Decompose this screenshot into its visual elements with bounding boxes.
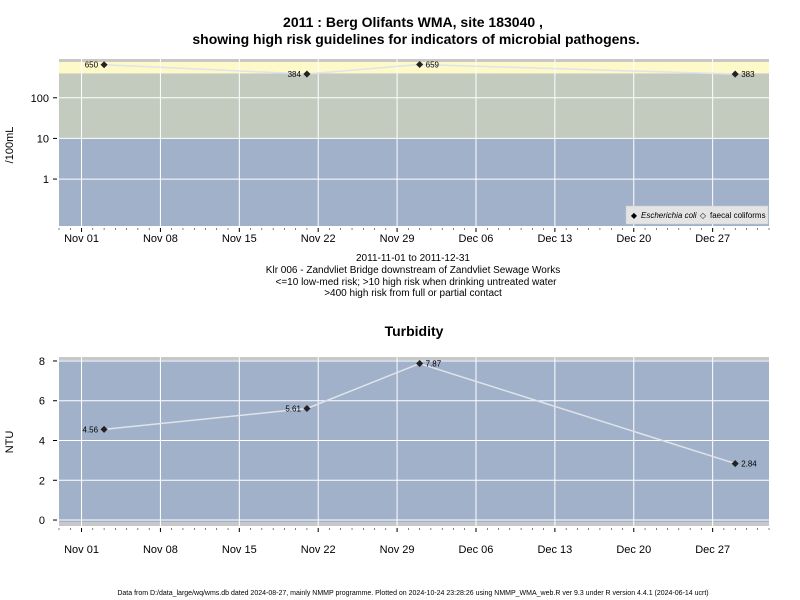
x-axis-ticks: Nov 01 Nov 08 Nov 15 Nov 22 Nov 29 Dec 06 Dec … <box>58 528 770 556</box>
risk-band-1 <box>59 73 769 139</box>
y-tick-label: 10 <box>37 133 49 145</box>
y-tick-label: 1 <box>43 174 49 186</box>
ecoli-point <box>416 60 424 69</box>
x-tick-label: Dec 13 <box>537 544 572 556</box>
turbidity-data-label: 2.84 <box>741 460 757 469</box>
caption-line-site: Klr 006 - Zandvliet Bridge downstream of… <box>266 265 560 276</box>
x-tick-label: Nov 22 <box>301 544 336 556</box>
y-tick-label: 6 <box>39 396 45 408</box>
x-tick-label: Dec 27 <box>695 233 730 245</box>
turbidity-data-label: 7.87 <box>426 360 442 369</box>
grid-lines <box>59 59 769 226</box>
legend: ◆ Escherichia coli ◇ faecal coliforms <box>625 205 769 225</box>
y-axis-label: /100mL <box>4 127 16 164</box>
x-tick-label: Nov 08 <box>143 233 178 245</box>
y-tick-label: 0 <box>39 515 45 527</box>
footer-note: Data from D:/data_large/wq/wms.db dated … <box>117 590 708 597</box>
x-tick-label: Nov 01 <box>64 233 99 245</box>
turbidity-point <box>100 425 108 433</box>
y-axis-label-ntu: NTU <box>4 431 16 454</box>
y-tick-label: 100 <box>31 93 49 105</box>
y-axis-ticks: 0 2 4 6 8 <box>39 356 57 527</box>
x-tick-label: Dec 27 <box>695 544 730 556</box>
x-tick-label: Nov 22 <box>301 233 336 245</box>
x-tick-label: Dec 20 <box>616 544 651 556</box>
turbidity-point <box>416 360 424 368</box>
x-tick-label: Nov 15 <box>222 544 257 556</box>
y-axis-ticks: 1 10 100 <box>31 93 57 186</box>
caption-line-dates: 2011-11-01 to 2011-12-31 <box>356 253 470 264</box>
ecoli-line <box>104 63 736 75</box>
caption-line-risk1: <=10 low-med risk; >10 high risk when dr… <box>276 277 558 288</box>
x-tick-label: Nov 29 <box>380 544 415 556</box>
y-tick-label: 4 <box>39 436 45 448</box>
x-tick-label: Nov 29 <box>380 233 415 245</box>
chart-title-line1: 2011 : Berg Olifants WMA, site 183040 , <box>283 14 543 30</box>
legend-label-ecoli: Escherichia coli <box>641 211 697 220</box>
data-line <box>104 362 736 465</box>
data-points: 4.56 5.61 7.87 2.84 <box>83 360 758 469</box>
x-tick-label: Dec 06 <box>459 233 494 245</box>
chart-title-line2: showing high risk guidelines for indicat… <box>192 31 639 47</box>
plot-background <box>59 357 769 526</box>
x-axis-ticks: Nov 01 Nov 08 Nov 15 Nov 22 Nov 29 Dec 06 Dec … <box>58 228 770 245</box>
legend-label-faecal: faecal coliforms <box>710 211 766 220</box>
turbidity-point <box>731 460 739 468</box>
data-line <box>104 63 736 75</box>
ecoli-point <box>303 70 311 78</box>
top-strip <box>59 59 769 62</box>
x-tick-label: Nov 15 <box>222 233 257 245</box>
turbidity-plot-area <box>59 357 769 526</box>
turbidity-data-label: 5.61 <box>285 404 301 413</box>
turbidity-panel: 4.56 5.61 7.87 2.84 0 2 4 6 8 Nov 01 Nov 08 Nov 1… <box>4 356 770 556</box>
x-tick-label: Dec 06 <box>459 544 494 556</box>
legend-box <box>625 205 769 225</box>
ecoli-data-label: 383 <box>741 70 755 79</box>
bottom-bottom-strip <box>59 522 769 526</box>
x-tick-label: Dec 20 <box>616 233 651 245</box>
ecoli-data-label: 659 <box>426 61 440 70</box>
bottom-top-strip <box>59 357 769 360</box>
caption-line-risk2: >400 high risk from full or partial cont… <box>324 288 502 299</box>
ecoli-data-label: 650 <box>85 61 99 70</box>
risk-bands <box>59 59 769 226</box>
legend-marker-ecoli: ◆ <box>631 211 638 220</box>
caption: 2011-11-01 to 2011-12-31 Klr 006 - Zandv… <box>266 253 560 299</box>
x-tick-label: Nov 08 <box>143 544 178 556</box>
turbidity-data-label: 4.56 <box>83 425 99 434</box>
y-tick-label: 2 <box>39 475 45 487</box>
ecoli-data-label: 384 <box>288 70 302 79</box>
y-tick-label: 8 <box>39 356 45 368</box>
x-tick-label: Nov 01 <box>64 544 99 556</box>
turbidity-line <box>104 362 736 465</box>
x-tick-label: Dec 13 <box>537 233 572 245</box>
ecoli-point <box>731 70 739 78</box>
turbidity-point <box>303 404 311 413</box>
turbidity-title: Turbidity <box>385 323 444 339</box>
legend-marker-faecal: ◇ <box>700 211 707 220</box>
data-points: 650 384 659 383 <box>85 61 755 80</box>
grid-lines <box>59 357 769 526</box>
